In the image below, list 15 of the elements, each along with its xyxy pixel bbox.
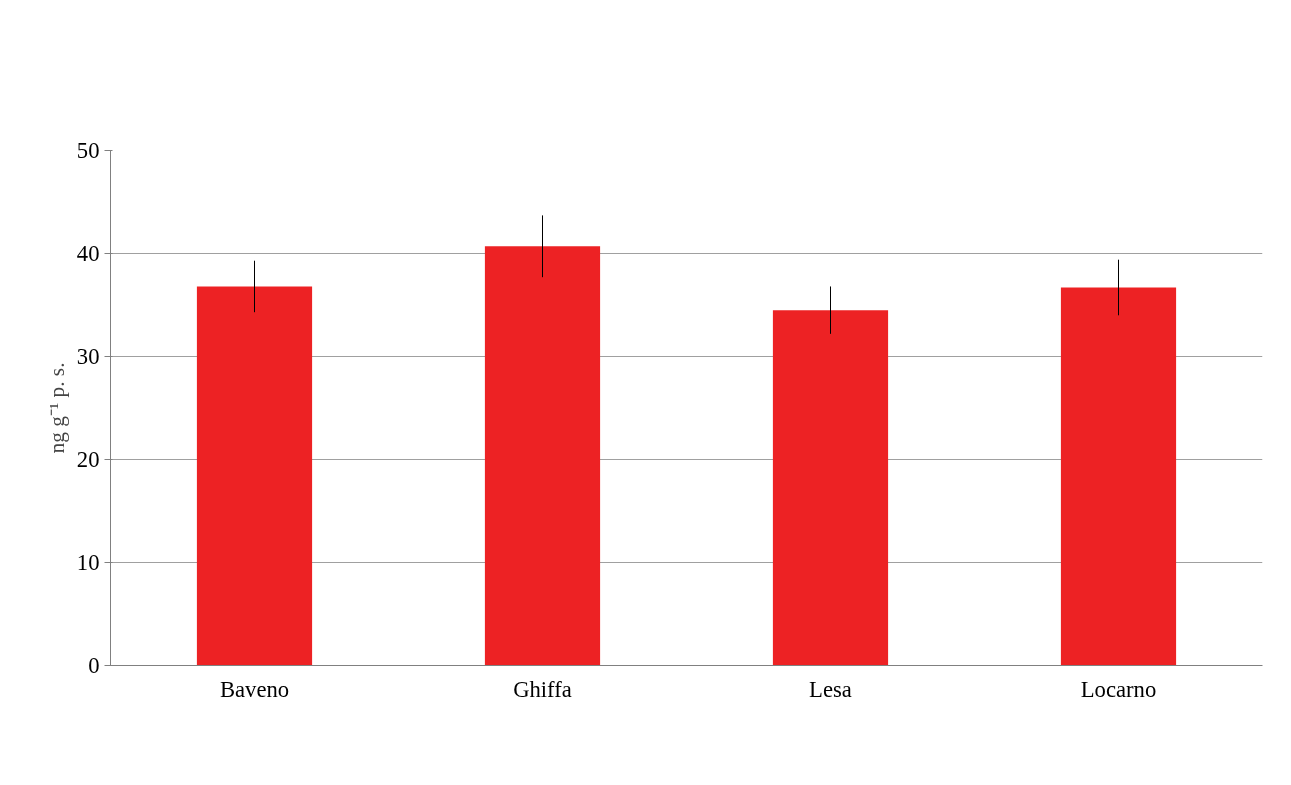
bar [1060, 287, 1177, 666]
y-tick-label: 50 [76, 138, 100, 163]
bar [484, 246, 601, 666]
y-tick-label: 10 [76, 550, 100, 575]
bar [772, 310, 889, 666]
x-tick-label: Lesa [809, 676, 852, 702]
y-tick-label: 0 [88, 653, 100, 678]
x-tick-label: Baveno [219, 676, 290, 702]
x-tick-label: Locarno [1080, 676, 1157, 702]
y-tick-label: 40 [76, 241, 100, 266]
y-axis-title: ng g⁻¹ p. s. [44, 362, 69, 454]
x-tick-label: Ghiffa [513, 676, 572, 702]
bar [196, 286, 313, 666]
y-tick-label: 20 [76, 447, 100, 472]
y-tick-label: 30 [76, 344, 100, 369]
